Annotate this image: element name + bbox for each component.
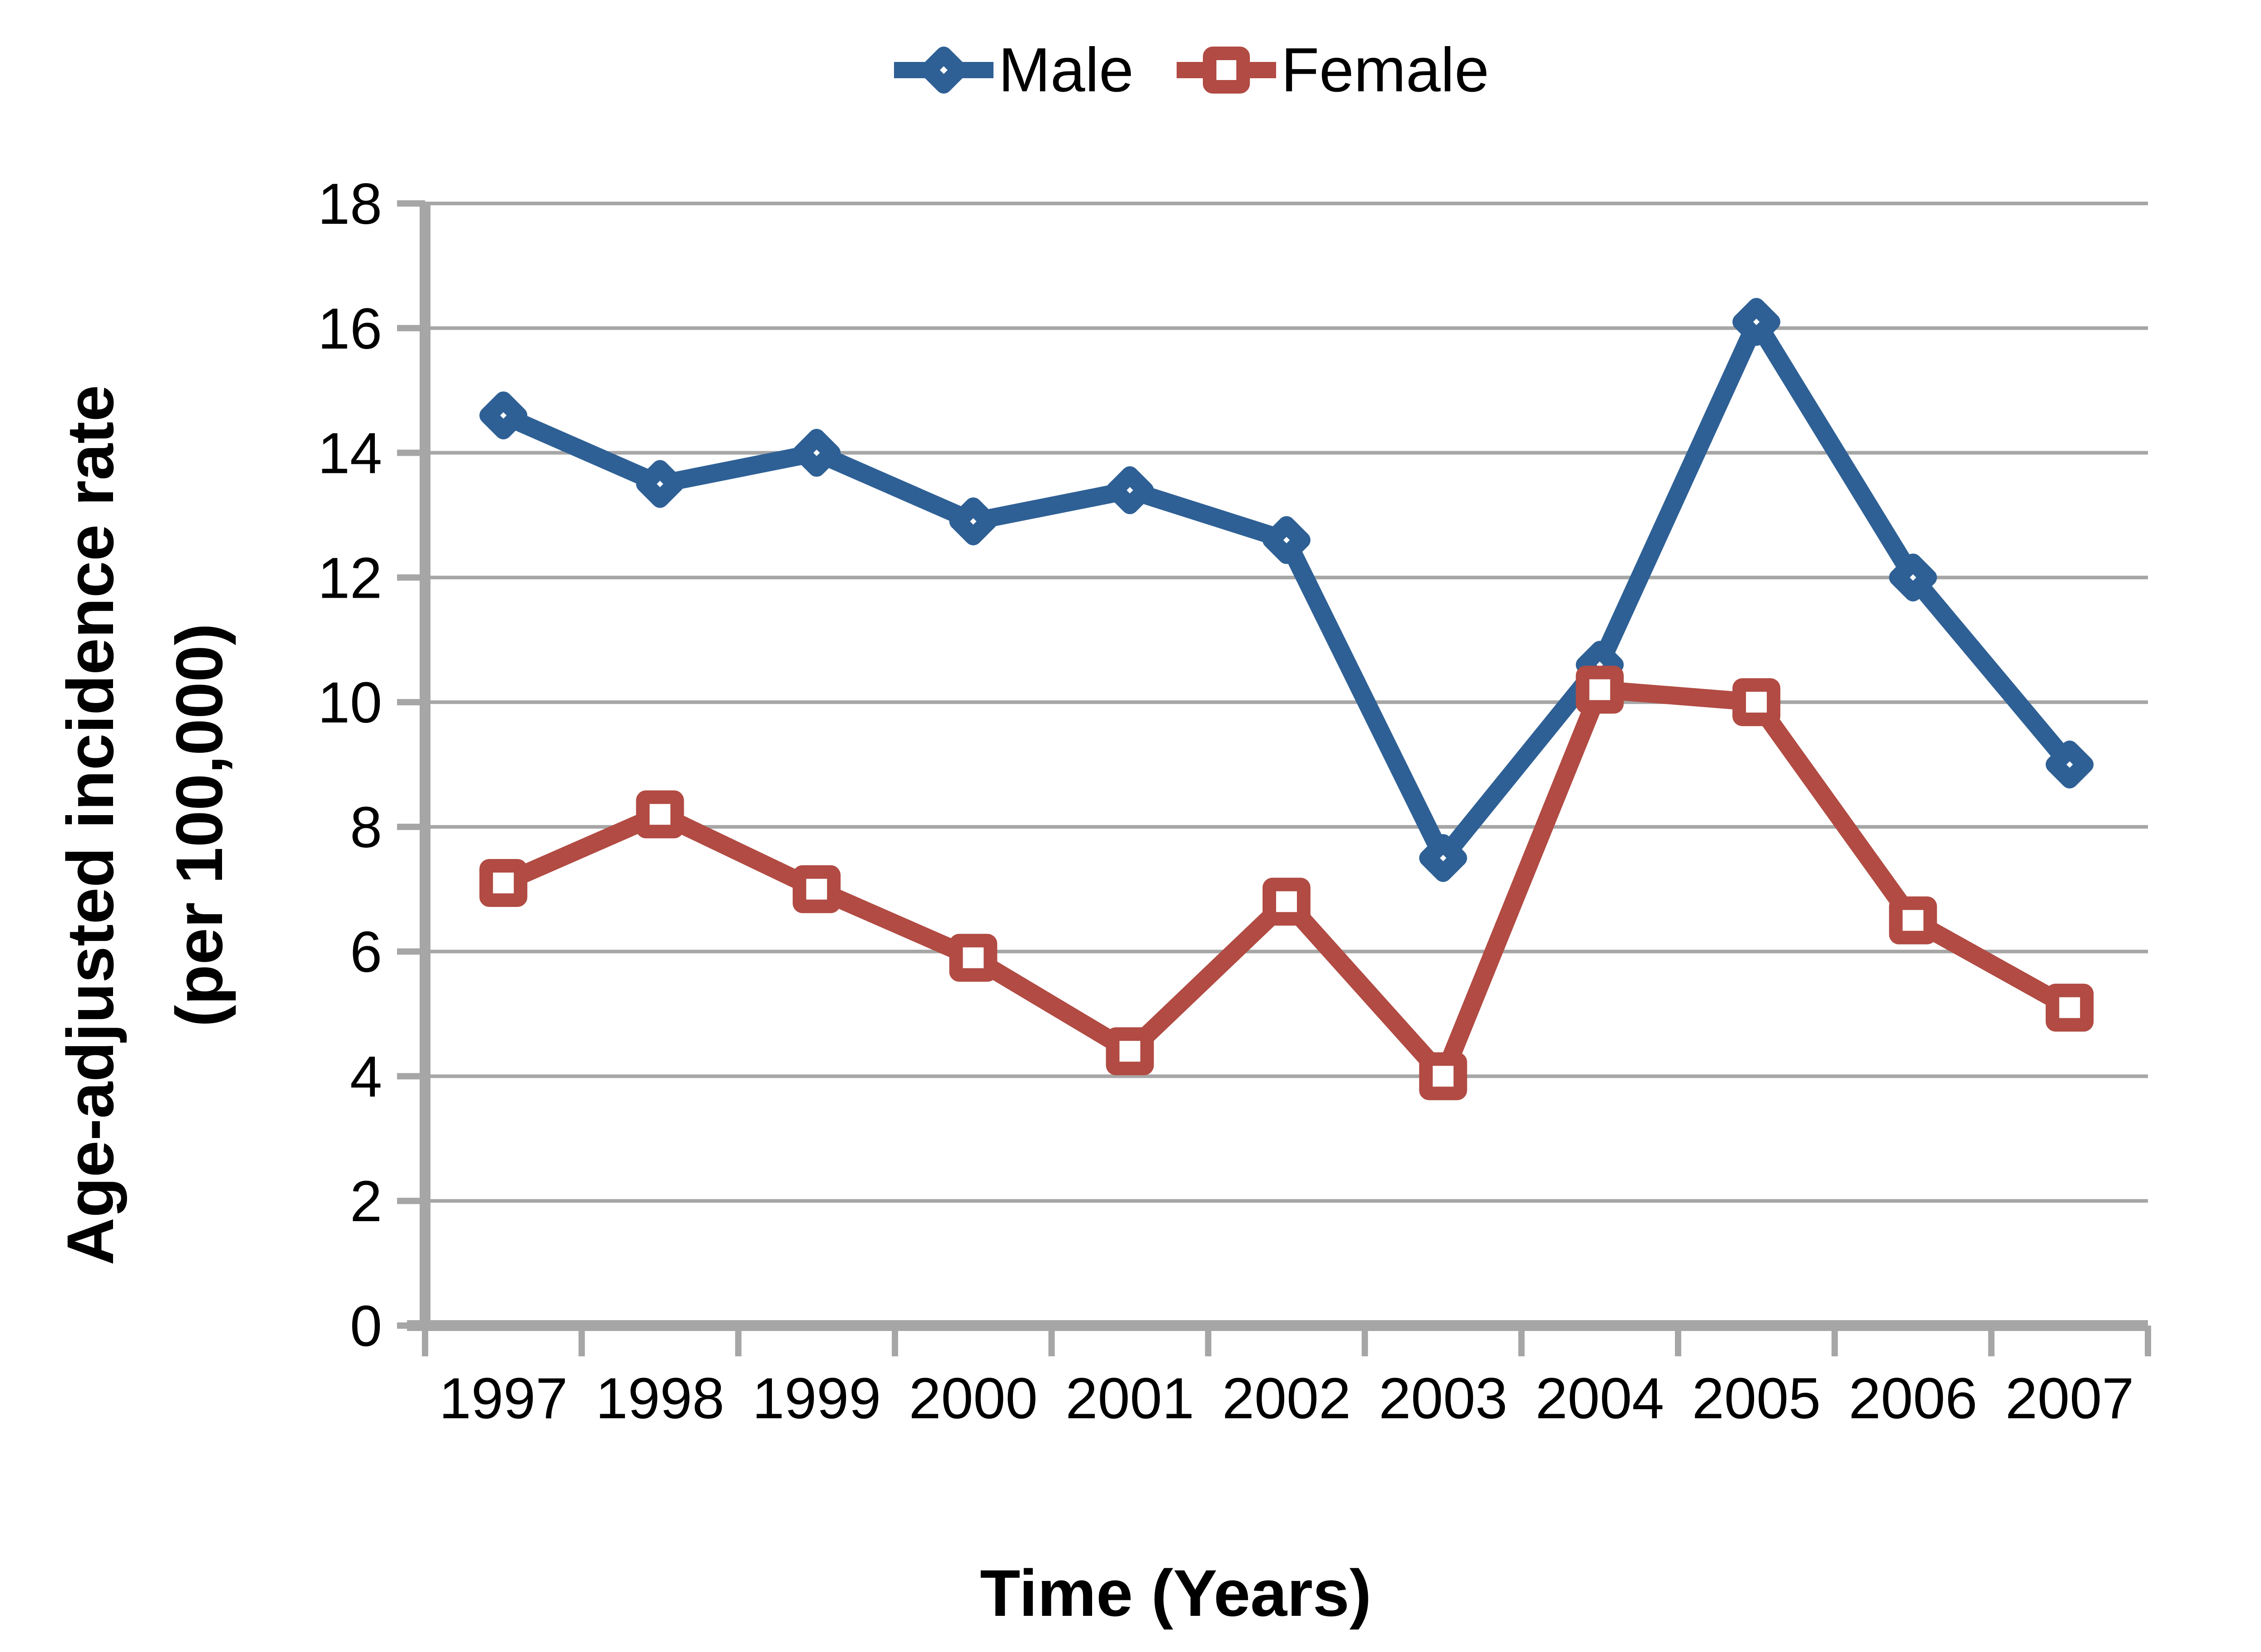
y-tick-label: 12 xyxy=(318,546,382,610)
diamond-marker xyxy=(1106,466,1154,514)
diamond-legend-icon xyxy=(894,47,993,94)
y-tick-label: 6 xyxy=(350,920,382,985)
y-tick-label: 14 xyxy=(318,421,382,486)
y-tick-label: 16 xyxy=(318,297,382,361)
diamond-marker xyxy=(1732,297,1781,346)
square-marker xyxy=(792,865,841,913)
square-marker xyxy=(636,790,684,839)
square-legend-icon xyxy=(1176,47,1276,94)
y-tick-label: 4 xyxy=(350,1044,382,1109)
diamond-marker xyxy=(1419,834,1467,882)
legend-item-female: Female xyxy=(1174,27,1489,113)
diamond-marker xyxy=(636,460,684,508)
square-marker xyxy=(1202,47,1250,94)
y-tick-label: 8 xyxy=(350,795,382,860)
square-marker xyxy=(949,934,998,982)
diamond-marker xyxy=(1263,516,1310,564)
x-tick-label: 2005 xyxy=(1692,1366,1821,1431)
y-tick-label: 2 xyxy=(350,1169,382,1234)
y-tick-label: 18 xyxy=(318,172,382,236)
legend-label: Male xyxy=(998,35,1134,105)
square-marker xyxy=(1575,666,1624,714)
square-marker xyxy=(1419,1052,1467,1100)
square-marker xyxy=(1889,896,1937,944)
series-line-male xyxy=(494,312,2079,867)
x-tick-label: 2001 xyxy=(1065,1366,1194,1431)
square-marker xyxy=(1106,1027,1154,1076)
x-tick-label: 1999 xyxy=(752,1366,881,1431)
x-axis-title: Time (Years) xyxy=(980,1556,1372,1630)
x-tick-label: 2006 xyxy=(1849,1366,1977,1431)
chart-legend: Male Female xyxy=(0,27,2261,113)
x-tick-label: 1997 xyxy=(439,1366,568,1431)
y-tick-label: 10 xyxy=(318,670,382,735)
diamond-marker xyxy=(792,429,841,477)
x-tick-label: 2003 xyxy=(1379,1366,1508,1431)
y-tick-label: 0 xyxy=(350,1294,382,1359)
diamond-marker xyxy=(920,47,967,94)
diamond-marker xyxy=(949,497,998,546)
diamond-marker xyxy=(479,391,528,439)
diamond-marker xyxy=(2045,741,2094,788)
x-tick-label: 2002 xyxy=(1222,1366,1351,1431)
square-marker xyxy=(1263,878,1310,926)
legend-item-male: Male xyxy=(892,27,1134,113)
diamond-marker xyxy=(1889,553,1937,602)
x-tick-label: 2007 xyxy=(2005,1366,2134,1431)
square-marker xyxy=(1732,678,1781,727)
square-marker xyxy=(2045,983,2094,1032)
x-tick-label: 1998 xyxy=(596,1366,724,1431)
x-tick-label: 2004 xyxy=(1535,1366,1664,1431)
square-marker xyxy=(479,859,528,907)
legend-label: Female xyxy=(1281,35,1490,105)
x-tick-label: 2000 xyxy=(909,1366,1038,1431)
